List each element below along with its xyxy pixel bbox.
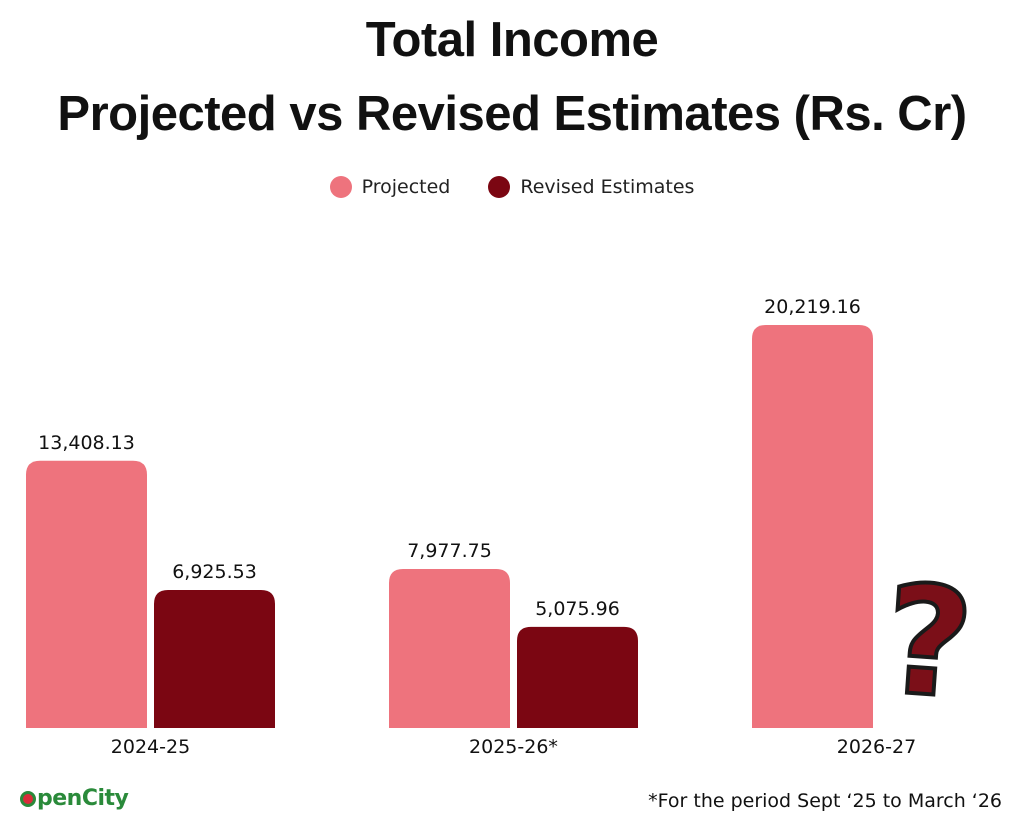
- data-label-projected-0: 13,408.13: [38, 432, 135, 454]
- bar-revised-0: [154, 589, 275, 728]
- chart-title-line-1: Total Income: [365, 13, 659, 67]
- bar-revised-1: [517, 626, 638, 728]
- legend-swatch-projected: [329, 176, 352, 198]
- logo-text: penCity: [37, 786, 129, 811]
- legend-swatch-revised: [488, 176, 511, 198]
- bar-projected-2: [752, 325, 873, 728]
- question-mark-icon: ?: [877, 551, 980, 735]
- opencity-logo: penCity: [20, 786, 129, 811]
- logo-mark-icon: [20, 790, 36, 807]
- legend-item-projected: Projected: [329, 176, 451, 198]
- data-label-revised-1: 5,075.96: [535, 598, 620, 620]
- legend-label-revised: Revised Estimates: [520, 176, 695, 198]
- chart-title-line-2: Projected vs Revised Estimates (Rs. Cr): [57, 87, 967, 141]
- chart-title: Total Income Projected vs Revised Estima…: [0, 12, 1024, 142]
- legend: Projected Revised Estimates: [0, 176, 1024, 198]
- bar-projected-1: [389, 568, 510, 728]
- bar-projected-0: [26, 460, 147, 728]
- data-label-projected-2: 20,219.16: [764, 296, 861, 318]
- data-label-projected-1: 7,977.75: [407, 540, 492, 562]
- x-tick-label-2: 2026-27: [837, 736, 916, 758]
- x-tick-label-0: 2024-25: [111, 736, 190, 758]
- legend-item-revised: Revised Estimates: [488, 176, 694, 198]
- legend-label-projected: Projected: [361, 176, 451, 198]
- footnote: *For the period Sept ‘25 to March ‘26: [648, 790, 1002, 812]
- x-tick-label-1: 2025-26*: [469, 736, 558, 758]
- data-label-revised-0: 6,925.53: [172, 561, 257, 583]
